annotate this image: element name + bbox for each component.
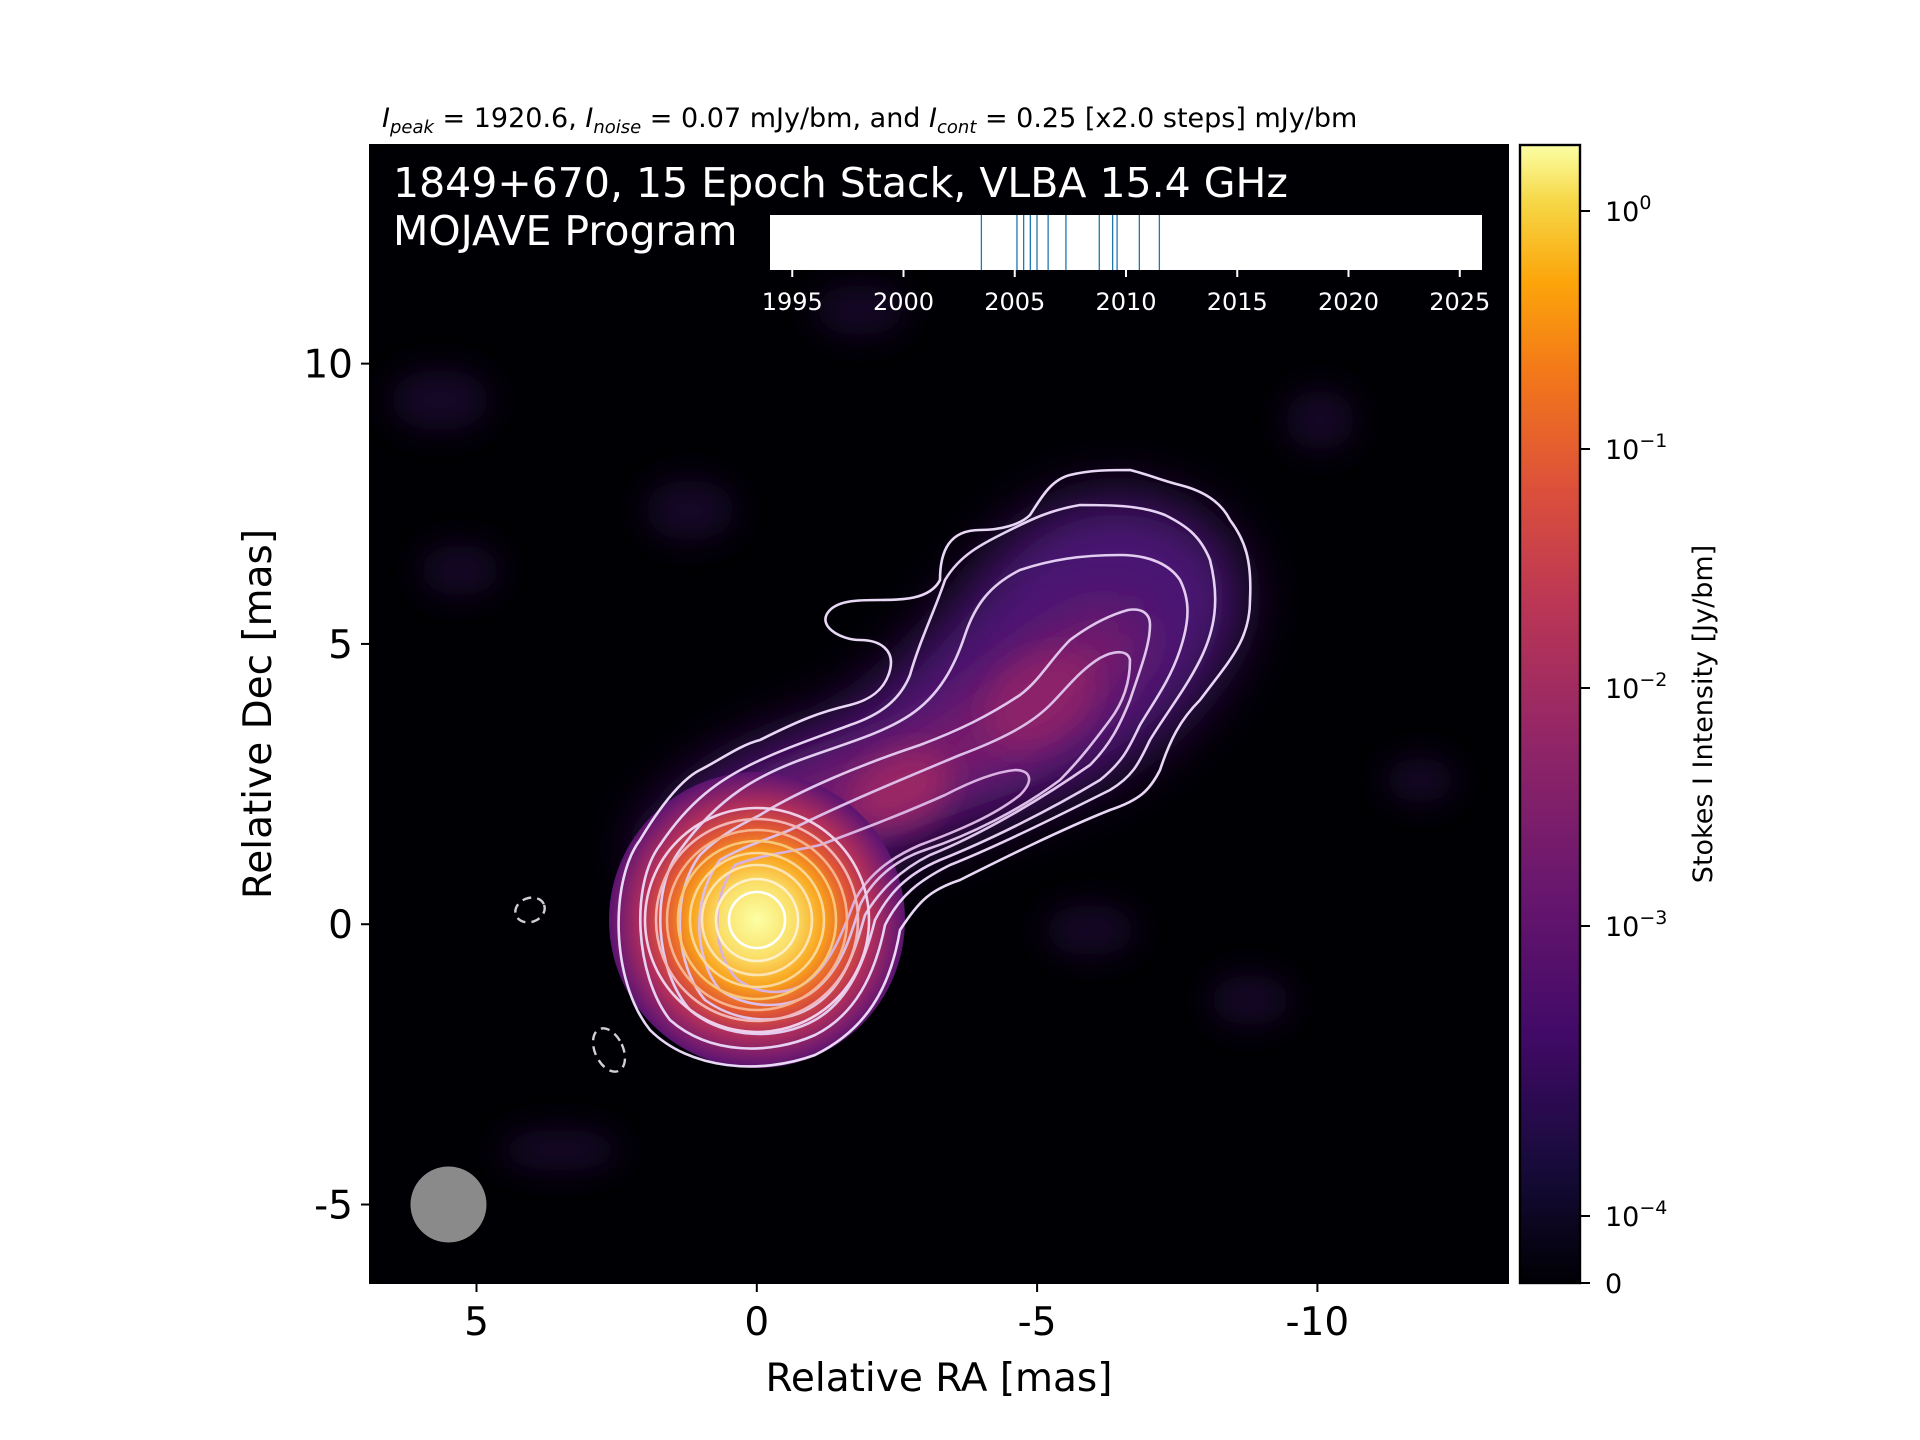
- timeline-tick-label-2: 2005: [984, 288, 1045, 316]
- timeline-tick-label-3: 2010: [1095, 288, 1156, 316]
- contours: [617, 468, 1252, 1068]
- colorbar-tick-label-0: 100: [1605, 192, 1651, 228]
- x-tick-label-2: -5: [1018, 1300, 1057, 1345]
- y-tick-label-1: 5: [328, 623, 353, 668]
- colorbar-label: Stokes I Intensity [Jy/bm]: [1688, 545, 1719, 883]
- program-title: MOJAVE Program: [393, 207, 737, 255]
- contour-core-7: [714, 877, 800, 963]
- contour-core-2: [654, 817, 860, 1023]
- colorbar-tick-label-5: 0: [1605, 1269, 1622, 1300]
- colorbar-gradient: [1520, 145, 1580, 1283]
- colorbar-ticks: 100 10−1 10−2 10−3 10−4 0: [1580, 192, 1667, 1300]
- negative-contour-1: [514, 896, 546, 924]
- contour-outer: [617, 468, 1252, 1068]
- contour-core-6: [700, 863, 814, 977]
- contour-6: [716, 768, 1031, 994]
- timeline-tick-label-4: 2015: [1207, 288, 1268, 316]
- contour-2: [639, 503, 1217, 1050]
- y-tick-label-0: 10: [303, 343, 353, 388]
- colorbar-frame: [1518, 143, 1582, 1285]
- x-tick-label-0: 5: [464, 1300, 489, 1345]
- colorbar-tick-label-2: 10−2: [1605, 669, 1667, 705]
- colorbar-tick-label-1: 10−1: [1605, 430, 1667, 466]
- y-axis-label: Relative Dec [mas]: [236, 529, 281, 899]
- colorbar-tick-label-4: 10−4: [1605, 1197, 1667, 1233]
- timeline-tick-label-0: 1995: [762, 288, 823, 316]
- y-axis: 10 5 0 -5: [303, 343, 370, 1229]
- negative-contour-2: [591, 1027, 627, 1073]
- contour-core-3: [665, 828, 849, 1012]
- y-tick-label-3: -5: [314, 1184, 353, 1229]
- x-tick-label-1: 0: [744, 1300, 769, 1345]
- y-tick-label-2: 0: [328, 903, 353, 948]
- x-axis-label: Relative RA [mas]: [766, 1356, 1113, 1401]
- contour-core-1: [643, 806, 871, 1034]
- header-stats: Ipeak = 1920.6, Inoise = 0.07 mJy/bm, an…: [382, 103, 1357, 138]
- colorbar-tick-label-3: 10−3: [1605, 907, 1667, 943]
- plot-frame: [369, 144, 1509, 1284]
- timeline-box: [770, 215, 1482, 270]
- epoch-timeline: [770, 215, 1482, 270]
- timeline-tick-label-6: 2025: [1429, 288, 1490, 316]
- beam-ellipse: [410, 1166, 487, 1243]
- timeline-tick-label-1: 2000: [873, 288, 934, 316]
- contour-4: [678, 608, 1152, 1021]
- contour-3: [659, 553, 1189, 1036]
- noise-blobs: [390, 285, 1455, 1170]
- contour-core-4: [676, 839, 838, 1001]
- source-title: 1849+670, 15 Epoch Stack, VLBA 15.4 GHz: [393, 159, 1288, 207]
- colorbar: 100 10−1 10−2 10−3 10−4 0 Stokes I Intensity …: [1518, 143, 1719, 1300]
- image-panel: 1849+670, 15 Epoch Stack, VLBA 15.4 GHz …: [370, 145, 1508, 1283]
- contour-core-5: [688, 851, 826, 989]
- contour-core-8: [727, 890, 787, 950]
- timeline-tick-label-5: 2020: [1318, 288, 1379, 316]
- x-tick-label-3: -10: [1286, 1300, 1350, 1345]
- x-axis: 5 0 -5 -10: [464, 1283, 1349, 1345]
- negative-contours: [514, 896, 627, 1073]
- timeline-axis: 1995 2000 2005 2010 2015 2020 2025: [762, 270, 1490, 316]
